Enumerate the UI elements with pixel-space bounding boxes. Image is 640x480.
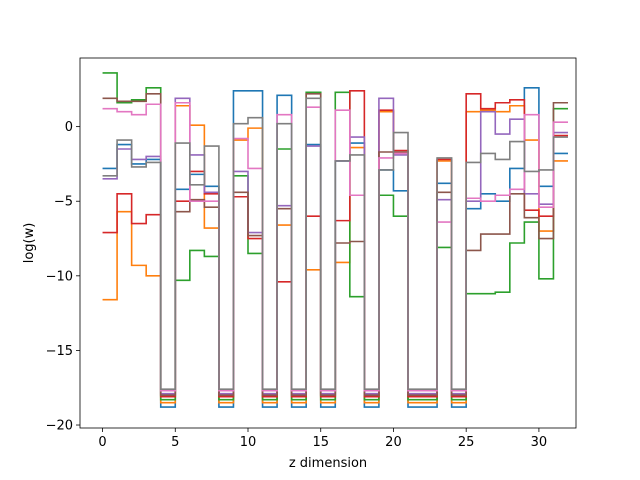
x-tick-label: 15 [312,435,329,450]
y-tick-label: 0 [65,120,73,135]
series-line-3 [102,72,568,401]
x-tick-label: 10 [240,435,257,450]
series-line-6 [102,93,568,396]
series-layer [102,72,568,408]
y-axis-label: log(w) [22,223,37,264]
x-tick-label: 0 [98,435,106,450]
x-tick-label: 5 [171,435,179,450]
series-line-8 [102,97,568,391]
x-tick-label: 25 [458,435,475,450]
y-tick-label: −20 [46,419,73,434]
y-axis: −20 −15 −10 −5 0 [46,120,80,434]
x-tick-label: 20 [385,435,402,450]
x-axis: 0 5 10 15 20 25 30 [98,428,547,450]
x-tick-label: 30 [531,435,548,450]
y-tick-label: −15 [46,344,73,359]
series-line-4 [102,90,568,398]
y-tick-label: −5 [54,195,73,210]
x-axis-label: z dimension [289,456,367,471]
plot-frame [79,57,577,429]
series-line-2 [102,104,568,404]
y-tick-label: −10 [46,269,73,284]
